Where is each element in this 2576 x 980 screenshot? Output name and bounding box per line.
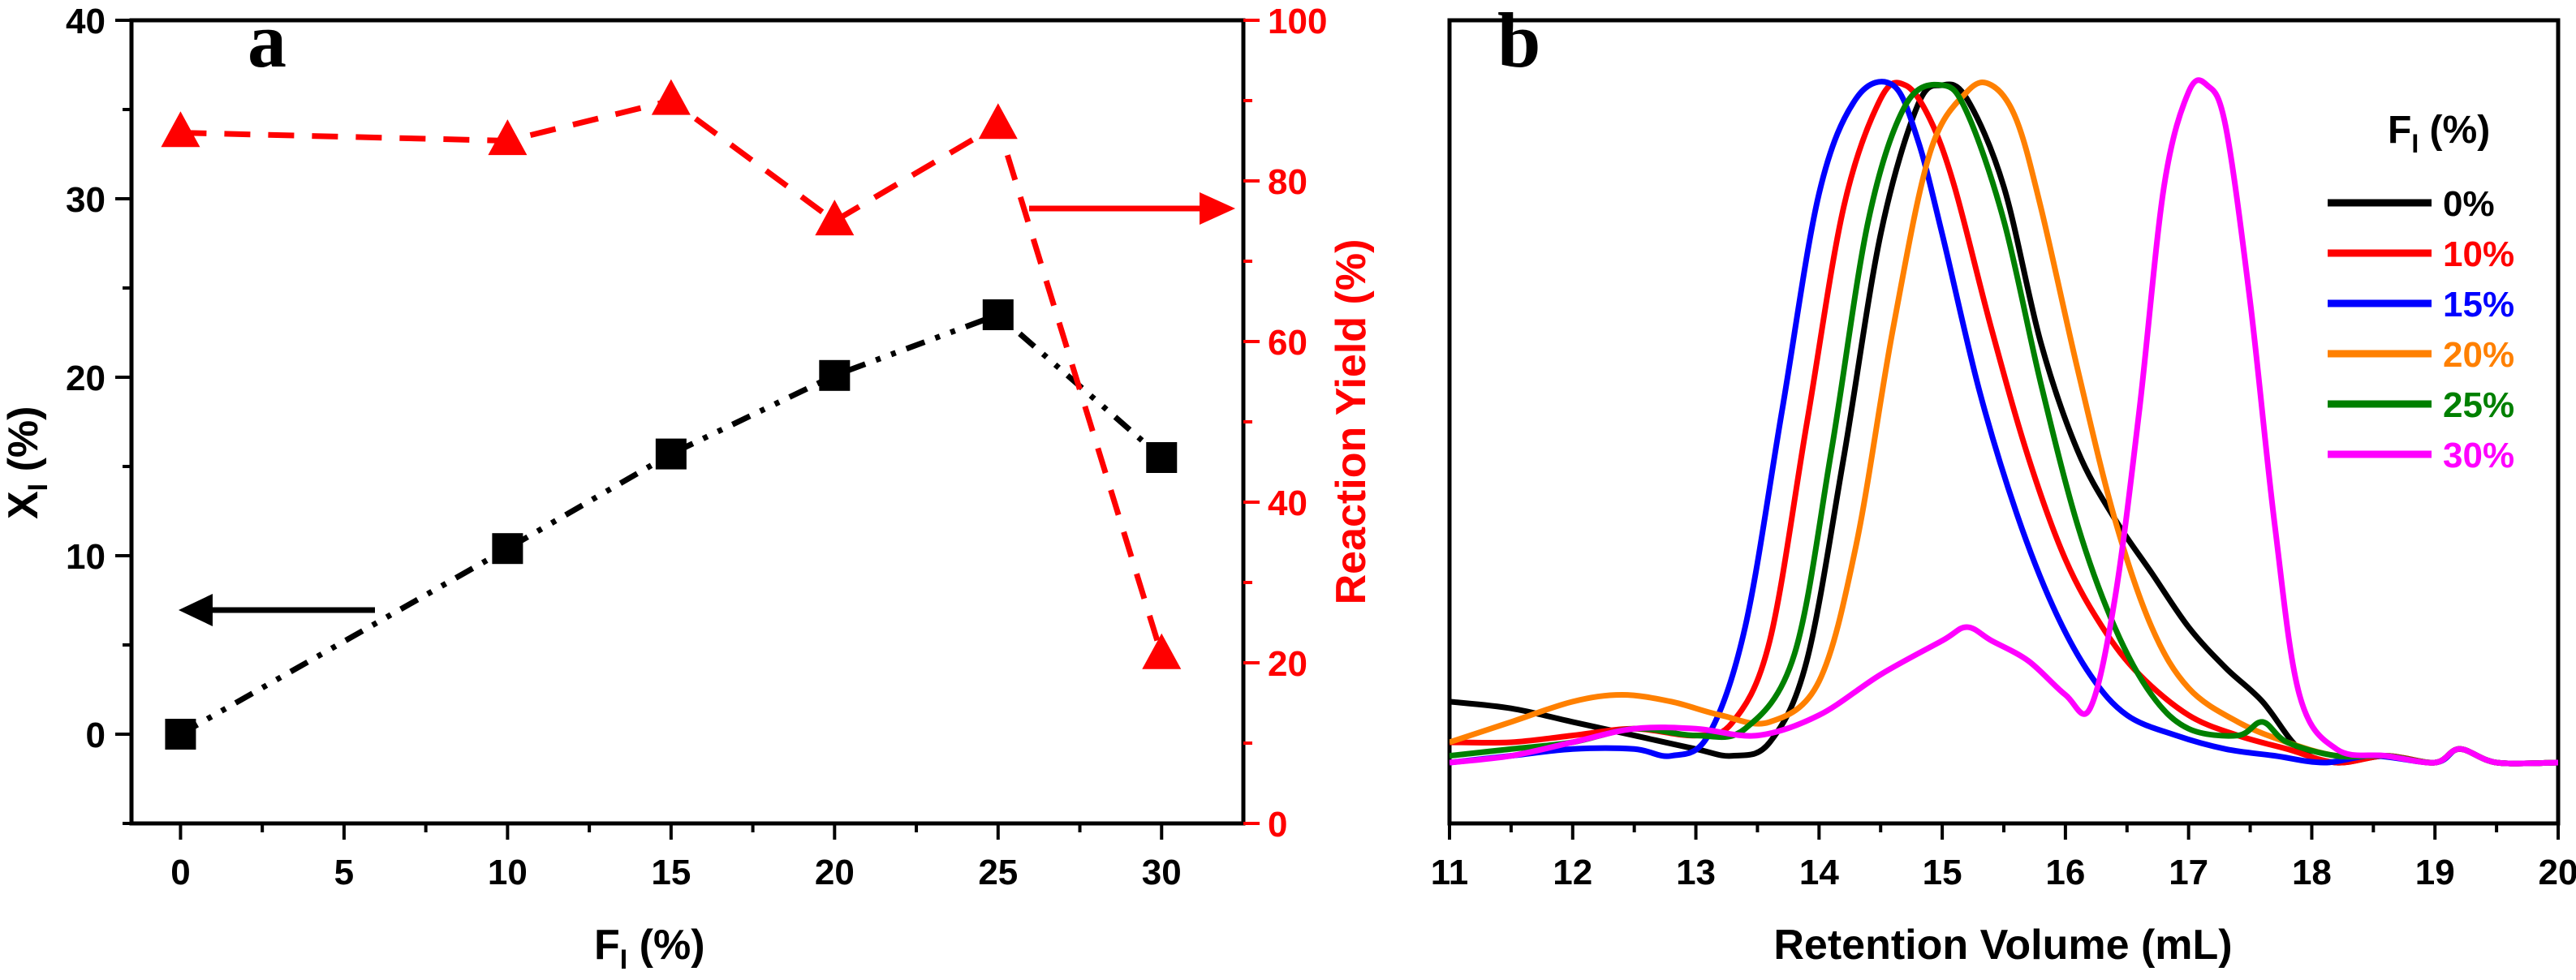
y2-tick-label: 80 — [1268, 162, 1307, 202]
xi-data-point — [165, 719, 196, 750]
panel-a-y2-axis-label: Reaction Yield (%) — [1328, 239, 1375, 605]
panel-a-frame — [129, 18, 1246, 826]
panel-a-y-axis-label: XI (%) — [0, 406, 54, 519]
x-tick-label: 25 — [978, 853, 1018, 892]
xi-data-point — [655, 438, 687, 470]
y2-tick-label: 40 — [1268, 484, 1307, 523]
yield-data-point — [161, 111, 200, 148]
x-tick-label: 14 — [1799, 853, 1839, 892]
x-tick-label: 15 — [651, 853, 691, 892]
panel-b-x-ticks: 11 12 13 14 15 16 17 18 19 20 — [1431, 823, 2576, 892]
x-tick-label: 10 — [488, 853, 528, 892]
yield-data-point — [978, 103, 1018, 140]
legend-label: 15% — [2443, 285, 2514, 325]
x-tick-label: 5 — [334, 853, 354, 892]
xi-data-point — [1146, 442, 1178, 473]
y-tick-label: 0 — [86, 716, 106, 755]
x-tick-label: 0 — [170, 853, 190, 892]
y2-tick-label: 0 — [1268, 805, 1287, 845]
panel-a-y2-ticks: 0 20 40 60 80 100 — [1243, 2, 1327, 845]
x-tick-label: 20 — [815, 853, 855, 892]
series-30-line — [1450, 77, 2558, 767]
xi-data-point — [492, 533, 523, 565]
y2-tick-label: 20 — [1268, 644, 1307, 684]
xi-line — [179, 311, 1164, 737]
legend-title: FI (%) — [2388, 109, 2490, 158]
y-tick-label: 30 — [66, 180, 106, 220]
yield-data-point — [488, 119, 528, 156]
y2-tick-label: 100 — [1268, 2, 1327, 41]
x-tick-label: 18 — [2292, 853, 2332, 892]
legend-label: 10% — [2443, 234, 2514, 274]
x-tick-label: 11 — [1431, 853, 1469, 892]
legend: FI (%) 0% 10% 15% 20% 25% 30% — [2328, 109, 2514, 475]
y-tick-label: 40 — [66, 2, 106, 41]
yield-data-point — [815, 200, 855, 236]
series-0-line — [1450, 81, 2558, 767]
panel-a-series — [161, 79, 1182, 750]
panel-b-label: b — [1497, 0, 1540, 84]
x-tick-label: 19 — [2415, 853, 2455, 892]
x-tick-label: 15 — [1923, 853, 1962, 892]
legend-items: 0% 10% 15% 20% 25% 30% — [2328, 184, 2514, 475]
panel-b-series — [1450, 77, 2558, 767]
panel-a-x-ticks: 0 5 10 15 20 25 30 — [170, 823, 1182, 892]
x-tick-label: 13 — [1676, 853, 1716, 892]
xi-data-point — [982, 299, 1014, 330]
right-axis-arrow — [1029, 192, 1235, 225]
x-tick-label: 20 — [2539, 853, 2576, 892]
panel-a-chart: a 0 5 10 15 20 25 30 0 10 20 30 40 0 20 40 60 80 100 FI… — [0, 0, 1375, 975]
xi-data-point — [819, 359, 851, 391]
y2-tick-label: 60 — [1268, 323, 1307, 363]
x-tick-label: 16 — [2045, 853, 2085, 892]
panel-b-x-axis-label: Retention Volume (mL) — [1773, 922, 2232, 969]
legend-label: 30% — [2443, 436, 2514, 475]
panel-a-y-ticks: 0 10 20 30 40 — [66, 2, 131, 825]
panel-a-x-axis-label: FI (%) — [594, 922, 705, 975]
legend-label: 0% — [2443, 184, 2495, 224]
x-tick-label: 12 — [1553, 853, 1592, 892]
panel-b-chart: b 11 12 13 14 15 16 17 18 19 20 FI (%) 0% 10% 15% 20… — [1431, 0, 2576, 969]
legend-label: 20% — [2443, 335, 2514, 375]
panel-a-label: a — [248, 0, 286, 84]
legend-label: 25% — [2443, 385, 2514, 425]
left-axis-arrow — [179, 594, 375, 626]
yield-data-point — [651, 79, 691, 115]
y-tick-label: 10 — [66, 537, 106, 577]
yield-line — [180, 97, 1165, 656]
yield-data-point — [1142, 633, 1182, 669]
x-tick-label: 17 — [2169, 853, 2208, 892]
y-tick-label: 20 — [66, 359, 106, 398]
x-tick-label: 30 — [1142, 853, 1182, 892]
